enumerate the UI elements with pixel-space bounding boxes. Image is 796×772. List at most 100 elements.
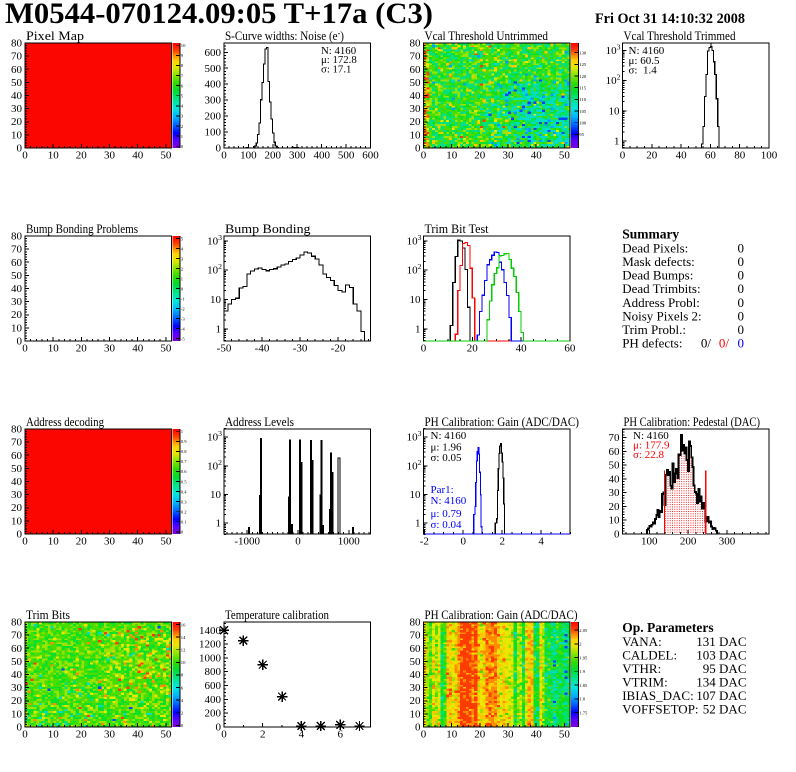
svg-text:1: 1 [415, 323, 421, 335]
svg-text:Dead Trimbits:: Dead Trimbits: [622, 281, 700, 296]
svg-text:-40: -40 [255, 343, 270, 355]
svg-text:2: 2 [181, 711, 184, 716]
svg-text:-50: -50 [217, 343, 232, 355]
svg-text:0: 0 [738, 308, 745, 323]
svg-text:Trim Bits: Trim Bits [26, 608, 70, 622]
svg-text:30: 30 [503, 729, 515, 741]
svg-text:20: 20 [76, 536, 88, 548]
svg-text:0.5: 0.5 [181, 479, 187, 484]
svg-text:1000: 1000 [338, 536, 361, 548]
svg-text:107 DAC: 107 DAC [696, 688, 746, 703]
svg-text:0: 0 [216, 143, 222, 155]
svg-text:50: 50 [410, 77, 422, 89]
svg-text:Op. Parameters: Op. Parameters [622, 620, 713, 635]
svg-text:50: 50 [160, 150, 172, 162]
svg-text:30: 30 [104, 150, 116, 162]
svg-text:2: 2 [260, 729, 266, 741]
svg-text:10: 10 [11, 129, 23, 141]
svg-text:0: 0 [17, 336, 23, 348]
svg-text:50: 50 [11, 77, 23, 89]
svg-text:2: 2 [579, 642, 582, 647]
svg-text:50: 50 [559, 729, 571, 741]
svg-text:30: 30 [104, 729, 116, 741]
svg-text:20: 20 [11, 116, 23, 128]
svg-text:5: 5 [181, 94, 184, 99]
svg-text:10: 10 [410, 294, 422, 306]
svg-text:30: 30 [11, 296, 23, 308]
svg-text:0: 0 [421, 343, 427, 355]
svg-text:-2: -2 [420, 536, 429, 548]
svg-text:0: 0 [22, 729, 28, 741]
svg-text:-3: -3 [181, 316, 186, 321]
svg-text:600: 600 [205, 680, 222, 692]
svg-text:200: 200 [680, 536, 697, 548]
svg-text:30: 30 [11, 103, 23, 115]
svg-text:Address Levels: Address Levels [225, 415, 294, 429]
svg-text:60: 60 [410, 643, 422, 655]
svg-text:10: 10 [11, 322, 23, 334]
svg-text:0: 0 [216, 722, 222, 734]
svg-text:4: 4 [181, 698, 184, 703]
svg-text:0.4: 0.4 [181, 489, 187, 494]
svg-text:0.6: 0.6 [181, 469, 187, 474]
svg-text:Bump Bonding: Bump Bonding [225, 222, 311, 236]
svg-text:8: 8 [181, 63, 184, 68]
svg-text:N: 4160: N: 4160 [633, 430, 669, 442]
svg-text:1: 1 [216, 518, 222, 530]
svg-text:400: 400 [205, 79, 222, 91]
svg-text:100: 100 [205, 127, 222, 139]
svg-text:100: 100 [761, 150, 778, 162]
svg-text:VTHR:: VTHR: [622, 661, 661, 676]
svg-text:2: 2 [181, 124, 184, 129]
svg-text:0: 0 [738, 281, 745, 296]
svg-text:100: 100 [579, 121, 587, 126]
svg-text:5: 5 [181, 236, 184, 241]
svg-text:PH defects:: PH defects: [622, 336, 682, 351]
svg-text:PH Calibration: Gain (ADC/DAC): PH Calibration: Gain (ADC/DAC) [425, 415, 580, 429]
svg-text:σ: 22.8: σ: 22.8 [633, 449, 664, 461]
svg-text:0.9: 0.9 [181, 439, 187, 444]
svg-text:S-Curve widths: Noise (e-): S-Curve widths: Noise (e-) [225, 28, 344, 43]
svg-text:20: 20 [467, 343, 479, 355]
svg-text:50: 50 [11, 463, 23, 475]
svg-text:40: 40 [410, 669, 422, 681]
svg-text:50: 50 [160, 343, 172, 355]
svg-text:600: 600 [205, 47, 222, 59]
svg-text:30: 30 [11, 489, 23, 501]
svg-text:2.05: 2.05 [579, 628, 588, 633]
svg-text:60: 60 [705, 150, 717, 162]
svg-text:1: 1 [415, 518, 421, 530]
svg-text:40: 40 [531, 150, 543, 162]
svg-text:0: 0 [17, 722, 23, 734]
svg-text:30: 30 [410, 682, 422, 694]
svg-text:CALDEL:: CALDEL: [622, 648, 677, 663]
svg-text:95: 95 [579, 132, 584, 137]
svg-text:0.3: 0.3 [181, 499, 187, 504]
svg-text:10: 10 [11, 515, 23, 527]
svg-text:20: 20 [646, 150, 658, 162]
svg-text:300: 300 [205, 95, 222, 107]
svg-text:134 DAC: 134 DAC [696, 675, 746, 690]
svg-text:1.75: 1.75 [579, 710, 588, 715]
svg-text:6: 6 [337, 729, 343, 741]
svg-text:130: 130 [579, 50, 587, 55]
svg-text:σ: 0.04: σ: 0.04 [431, 519, 462, 531]
svg-text:1200: 1200 [199, 639, 222, 651]
svg-text:10: 10 [181, 660, 186, 665]
svg-text:0: 0 [738, 240, 745, 255]
svg-text:70: 70 [11, 51, 23, 63]
svg-text:200: 200 [205, 708, 222, 720]
svg-text:Dead Bumps:: Dead Bumps: [622, 268, 693, 283]
svg-text:40: 40 [531, 729, 543, 741]
svg-text:0.1: 0.1 [181, 520, 187, 525]
svg-text:500: 500 [338, 150, 355, 162]
svg-text:Noisy Pixels 2:: Noisy Pixels 2: [622, 308, 701, 323]
svg-text:0: 0 [22, 150, 28, 162]
svg-text:Mask defects:: Mask defects: [622, 254, 695, 269]
svg-text:125: 125 [579, 62, 587, 67]
svg-text:1: 1 [181, 276, 184, 281]
svg-text:95 DAC: 95 DAC [703, 661, 747, 676]
svg-text:0.8: 0.8 [181, 449, 187, 454]
svg-text:52 DAC: 52 DAC [703, 702, 747, 717]
svg-text:Address decoding: Address decoding [26, 415, 104, 429]
